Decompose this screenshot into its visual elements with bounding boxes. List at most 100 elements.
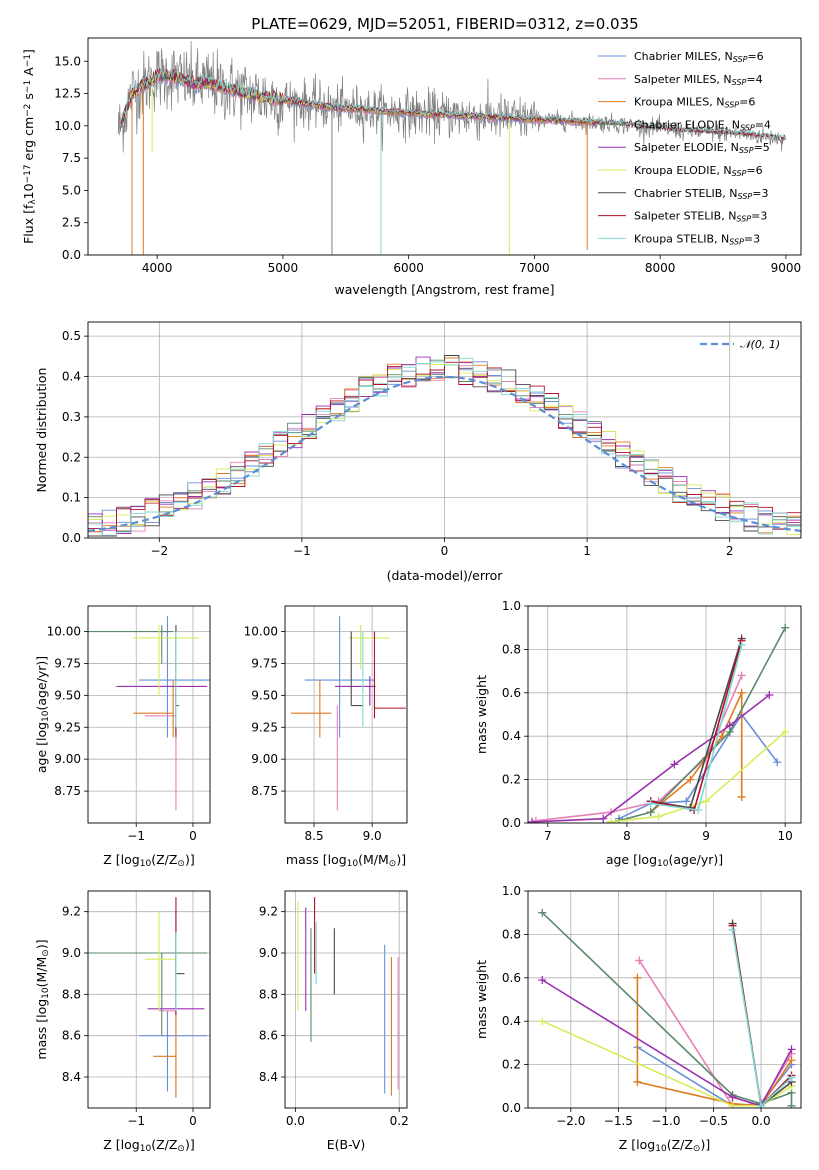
plot-area xyxy=(88,606,210,823)
weight-point xyxy=(528,817,536,823)
legend-model: Kroupa ELODIE, N xyxy=(634,164,732,177)
model-spectrum-kroupa-stelib xyxy=(119,68,786,139)
y-tick-label: 8.75 xyxy=(54,784,81,798)
x-tick-label: −2 xyxy=(150,544,168,558)
y-tick-label: 8.4 xyxy=(62,1070,81,1084)
weight-point xyxy=(607,817,616,823)
legend-label: Chabrier ELODIE, NSSP=4 xyxy=(634,118,771,132)
y-axis-label: Normed distribution xyxy=(34,368,49,493)
weight-line-salpeter-elodie xyxy=(541,979,793,1107)
label-part: Z [log xyxy=(103,1137,139,1152)
x-tick-label: 10 xyxy=(778,829,793,843)
weight-point xyxy=(682,797,691,806)
plot-area xyxy=(285,606,407,823)
label-part: λ xyxy=(28,199,38,205)
legend-model: Chabrier MILES, N xyxy=(634,50,733,63)
y-tick-label: 9.0 xyxy=(62,946,81,960)
weight-point xyxy=(599,814,608,823)
axes-frame xyxy=(87,37,802,256)
legend-sub: SSP xyxy=(729,237,744,246)
weight-point xyxy=(646,799,655,808)
label-part: 10 xyxy=(140,859,152,869)
legend-sub: SSP xyxy=(724,101,739,110)
panel-age-vs-mass: 8.5 9.0 8.75 9.00 9.25 9.50 9.75 10.00 mass [log… xyxy=(244,605,408,869)
legend-model: Salpeter MILES, N xyxy=(634,73,732,86)
y-tick-label: 8.6 xyxy=(259,1029,278,1043)
weight-line-kroupa-elodie xyxy=(611,731,786,823)
y-tick-label: 10.00 xyxy=(244,625,278,639)
legend-nssp: =3 xyxy=(752,187,768,200)
y-tick-label: 8.6 xyxy=(62,1029,81,1043)
x-axis-label: Z [log10(Z/Z⊙)] xyxy=(103,1137,194,1154)
label-part: (Z/Z xyxy=(151,852,177,867)
panel-mass-vs-ebv: 0.0 0.2 8.4 8.6 8.8 9.0 9.2 E(B-V) xyxy=(259,890,409,1152)
y-tick-label: 12.5 xyxy=(54,87,81,101)
y-tick-label: 9.2 xyxy=(259,905,278,919)
label-part: s xyxy=(21,93,36,104)
legend-nssp: =3 xyxy=(751,210,767,223)
y-tick-label: 0.2 xyxy=(502,1058,521,1072)
x-tick-label: 4000 xyxy=(142,261,173,275)
legend-nssp: =6 xyxy=(739,96,755,109)
legend-sub: SSP xyxy=(738,192,753,201)
y-tick-label: 9.0 xyxy=(259,946,278,960)
legend-sub: SSP xyxy=(740,123,755,132)
weight-point xyxy=(773,758,782,767)
legend-label: Salpeter MILES, NSSP=4 xyxy=(634,73,763,87)
panel-massweight-vs-z: −2.0 −1.5 −1.0 −0.5 0.0 0.0 0.2 0.4 0.6 0.8 1.0 Z [… xyxy=(474,884,802,1154)
x-axis-label: wavelength [Angstrom, rest frame] xyxy=(334,282,554,297)
y-tick-label: 0.2 xyxy=(502,773,521,787)
weight-point xyxy=(633,1077,642,1086)
label-part: 10 xyxy=(347,859,359,869)
x-tick-label: 9.0 xyxy=(363,829,382,843)
x-tick-label: −2.0 xyxy=(556,1114,585,1128)
axes-frame xyxy=(527,890,802,1109)
plot-area xyxy=(528,891,801,1108)
panel-residuals: −2 −1 0 1 2 0.0 0.1 0.2 0.3 0.4 0.5 (data-model)/er… xyxy=(34,321,802,583)
legend-model: Chabrier ELODIE, N xyxy=(634,118,740,131)
y-tick-label: 0.4 xyxy=(502,729,521,743)
axes-frame xyxy=(284,605,408,824)
legend-label: 𝒩(0, 1) xyxy=(740,338,780,351)
y-axis-label: mass [log10(M/M⊙)] xyxy=(34,939,51,1059)
weight-point xyxy=(538,1017,547,1026)
y-tick-label: 0.5 xyxy=(62,329,81,343)
weight-point xyxy=(737,688,746,697)
x-tick-label: 0 xyxy=(189,1114,197,1128)
axes-frame xyxy=(87,890,211,1109)
legend-sub: SSP xyxy=(732,169,747,178)
weight-line-chabrier-elodie xyxy=(618,627,786,822)
x-tick-label: 6000 xyxy=(393,261,424,275)
label-part: ⊙ xyxy=(389,859,397,869)
legend-label: Salpeter STELIB, NSSP=3 xyxy=(634,210,767,224)
y-tick-label: 8.8 xyxy=(62,987,81,1001)
legend-label: Salpeter ELODIE, NSSP=5 xyxy=(634,141,770,155)
label-part: A xyxy=(21,67,36,80)
label-part: (M/M xyxy=(34,957,49,988)
weight-point xyxy=(728,1101,737,1108)
legend-sub: SSP xyxy=(733,55,748,64)
histogram-chabrier-stelib xyxy=(88,355,801,537)
x-tick-label: 0 xyxy=(189,829,197,843)
x-tick-label: 1 xyxy=(583,544,591,558)
label-part: Z [log xyxy=(103,852,139,867)
x-tick-label: 5000 xyxy=(268,261,299,275)
y-tick-label: 1.0 xyxy=(502,884,521,898)
weight-point xyxy=(781,727,790,736)
label-part: (Z/Z xyxy=(151,1137,177,1152)
y-tick-label: 10.00 xyxy=(47,625,81,639)
weight-point xyxy=(635,956,644,965)
label-part: 10 xyxy=(21,183,36,199)
label-part: ⊙ xyxy=(693,1144,701,1154)
plot-area xyxy=(88,322,801,538)
label-part: (age/yr)] xyxy=(34,656,49,711)
weight-point xyxy=(728,1093,737,1102)
label-part: ⊙ xyxy=(177,859,185,869)
weight-point xyxy=(737,671,746,680)
weight-point xyxy=(694,805,703,814)
x-tick-label: 9000 xyxy=(771,261,802,275)
label-part: 10 xyxy=(41,987,51,999)
label-part: 10 xyxy=(140,1144,152,1154)
y-tick-label: 9.2 xyxy=(62,905,81,919)
x-axis-label: E(B-V) xyxy=(327,1137,366,1152)
